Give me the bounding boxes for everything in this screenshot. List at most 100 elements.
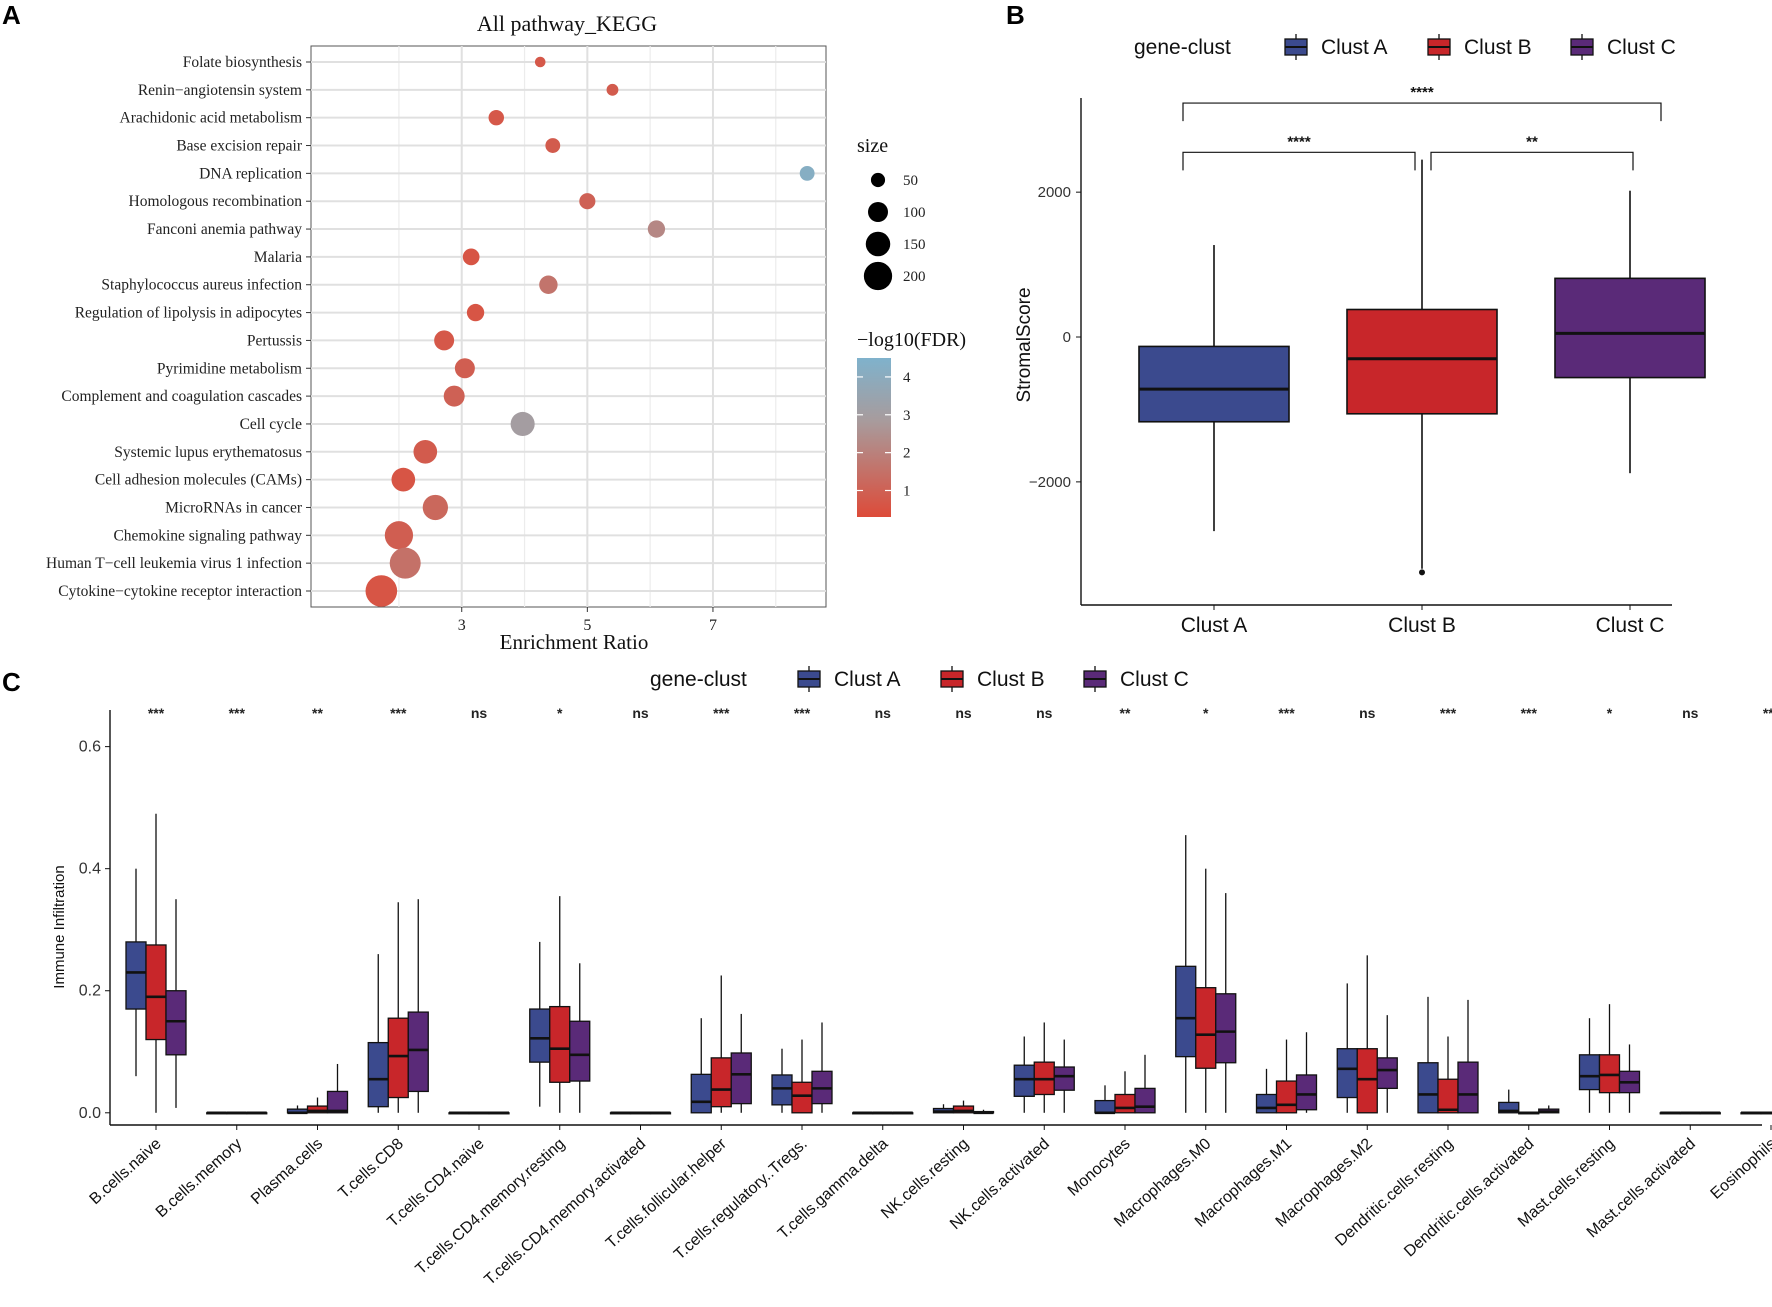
- stromal-score-boxplot: gene-clust StromalScore Clust A Clust B Cl…: [1014, 34, 1706, 637]
- x-tick-label: 3: [458, 617, 466, 634]
- panel-label-a: A: [2, 0, 21, 30]
- box-body: [730, 1052, 752, 1105]
- pathway-label: Folate biosynthesis: [183, 54, 302, 71]
- significance-label: ***: [390, 705, 407, 721]
- significance-label: **: [312, 705, 323, 721]
- pathway-label: Fanconi anemia pathway: [147, 221, 302, 238]
- significance-label: ****: [1410, 84, 1434, 101]
- box-body: [367, 1041, 389, 1108]
- significance-label: *: [557, 705, 563, 721]
- box-body: [1175, 965, 1197, 1058]
- pathway-point: [579, 193, 596, 210]
- pathway-point: [413, 439, 438, 464]
- box-body: [1376, 1057, 1398, 1090]
- significance-label: ***: [1521, 705, 1538, 721]
- y-tick-label: 0.6: [79, 739, 101, 756]
- box-body: [1094, 1099, 1116, 1114]
- box-body: [1114, 1093, 1136, 1114]
- pathway-point: [391, 467, 416, 492]
- chart-c-legend-title: gene-clust: [650, 668, 747, 691]
- panel-label-b: B: [1006, 0, 1025, 30]
- size-legend-label: 50: [903, 173, 918, 189]
- colorbar-label: 1: [903, 484, 911, 500]
- chart-a-xlabel: Enrichment Ratio: [500, 630, 649, 654]
- box-body: [529, 1008, 551, 1063]
- size-legend-label: 150: [903, 237, 926, 253]
- box-body: [1134, 1087, 1156, 1114]
- box-body: [1417, 1062, 1439, 1114]
- x-tick-label: 7: [709, 617, 717, 634]
- box-body: [791, 1081, 813, 1114]
- x-tick-label: T.cells.CD8: [335, 1135, 407, 1202]
- significance-label: ***: [713, 705, 730, 721]
- pathway-point: [545, 138, 561, 153]
- pathway-point: [466, 303, 485, 322]
- box-body: [1356, 1048, 1378, 1114]
- pathway-label: Cytokine−cytokine receptor interaction: [58, 583, 302, 600]
- box-body: [1336, 1048, 1358, 1099]
- x-tick-label: Clust B: [1388, 614, 1456, 637]
- pathway-point: [799, 165, 815, 181]
- y-tick-label: 0.0: [79, 1105, 101, 1122]
- legend-label: Clust C: [1607, 36, 1676, 59]
- box-body: [407, 1011, 429, 1093]
- pathway-point: [389, 547, 421, 579]
- significance-label: ns: [1682, 705, 1699, 721]
- y-tick-label: 0.2: [79, 983, 101, 1000]
- y-tick-label: 0.4: [79, 861, 101, 878]
- chart-b-legend-title: gene-clust: [1134, 36, 1231, 59]
- pathway-label: Cell adhesion molecules (CAMs): [95, 472, 302, 489]
- box-body: [1554, 277, 1706, 379]
- y-tick-label: 0: [1063, 329, 1071, 346]
- x-tick-label: T.cells.CD4.memory.activated: [481, 1135, 649, 1288]
- legend-label: Clust B: [977, 668, 1045, 691]
- pathway-label: Staphylococcus aureus infection: [101, 277, 302, 294]
- significance-label: ns: [471, 705, 488, 721]
- legend-label: Clust A: [834, 668, 901, 691]
- x-tick-label: Clust C: [1596, 614, 1665, 637]
- pathway-label: Cell cycle: [240, 416, 303, 433]
- box-body: [125, 941, 147, 1010]
- pathway-label: Renin−angiotensin system: [138, 82, 302, 99]
- pathway-label: Regulation of lipolysis in adipocytes: [75, 305, 302, 322]
- box-body: [771, 1074, 793, 1106]
- box-body: [1215, 993, 1237, 1064]
- significance-label: ns: [632, 705, 649, 721]
- x-tick-label: Clust A: [1181, 614, 1248, 637]
- fdr-colorbar: [857, 358, 891, 517]
- pathway-label: Complement and coagulation cascades: [61, 388, 302, 405]
- significance-bracket: [1430, 151, 1634, 171]
- pathway-point: [647, 220, 666, 238]
- significance-label: ***: [1278, 705, 1295, 721]
- x-tick-label: Monocytes: [1065, 1135, 1134, 1199]
- significance-label: ***: [1440, 705, 1457, 721]
- box-body: [1138, 345, 1290, 423]
- pathway-label: Base excision repair: [176, 138, 303, 155]
- y-tick-label: −2000: [1029, 474, 1071, 491]
- size-legend-label: 100: [903, 205, 926, 221]
- color-legend-title: −log10(FDR): [857, 329, 966, 351]
- x-tick-label: B.cells.naive: [87, 1135, 165, 1208]
- significance-label: ***: [794, 705, 811, 721]
- x-tick-label: 5: [583, 617, 591, 634]
- box-body: [1578, 1054, 1601, 1091]
- pathway-point: [365, 575, 398, 607]
- chart-a-title: All pathway_KEGG: [477, 11, 657, 36]
- pathway-label: Homologous recombination: [129, 193, 303, 210]
- significance-label: ***: [1763, 705, 1772, 721]
- pathway-label: Arachidonic acid metabolism: [120, 110, 303, 127]
- box-body: [1346, 308, 1498, 415]
- size-legend-dot: [863, 261, 893, 291]
- significance-label: *: [1203, 705, 1209, 721]
- pathway-point: [534, 56, 546, 68]
- pathway-label: Systemic lupus erythematosus: [114, 444, 302, 461]
- colorbar-label: 4: [903, 370, 911, 386]
- box-body: [326, 1090, 349, 1114]
- x-tick-label: Dendritic.cells.activated: [1401, 1135, 1537, 1260]
- box-body: [1053, 1066, 1075, 1091]
- pathway-label: DNA replication: [199, 165, 302, 182]
- size-legend-title: size: [857, 135, 888, 157]
- box-body: [1457, 1061, 1479, 1114]
- significance-bracket: [1182, 151, 1416, 171]
